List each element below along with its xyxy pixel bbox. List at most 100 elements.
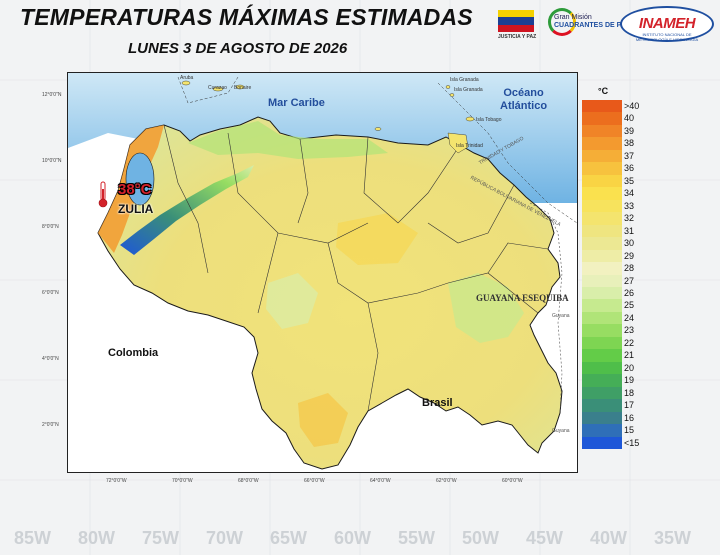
lon-label-72w: 72°0'0"W bbox=[106, 478, 127, 484]
institution-logos: JUSTICIA Y PAZ Gran Misión CUADRANTES DE… bbox=[498, 6, 716, 44]
neighbor-label-guyana-2: Guyana bbox=[552, 428, 570, 434]
island-label-trinidad: Isla Trinidad bbox=[456, 143, 483, 149]
guayana-green-patch bbox=[448, 273, 524, 343]
map-title: TEMPERATURAS MÁXIMAS ESTIMADAS bbox=[20, 4, 473, 30]
inameh-logo-name: INAMEH bbox=[638, 15, 696, 32]
background-axis-label: 55W bbox=[398, 528, 436, 548]
legend-swatch bbox=[582, 124, 622, 138]
sea-label-atlantic: Océano Atlántico bbox=[500, 87, 548, 112]
legend-swatch bbox=[582, 336, 622, 350]
lon-label-60w: 60°0'0"W bbox=[502, 478, 523, 484]
lat-label-8n: 8°0'0"N bbox=[42, 224, 59, 230]
legend-swatch bbox=[582, 149, 622, 163]
map-date-subtitle: LUNES 3 DE AGOSTO DE 2026 bbox=[128, 40, 348, 57]
legend-label: 17 bbox=[624, 400, 635, 411]
background-axis-label: 60W bbox=[334, 528, 372, 548]
island-label-bonaire: Bonaire bbox=[234, 85, 252, 91]
legend-label: 39 bbox=[624, 125, 635, 136]
lat-label-6n: 6°0'0"N bbox=[42, 290, 59, 296]
lat-label-12n: 12°0'0"N bbox=[42, 92, 62, 98]
legend-label: 24 bbox=[624, 312, 635, 323]
lat-label-10n: 10°0'0"N bbox=[42, 158, 62, 164]
legend-label: 18 bbox=[624, 387, 635, 398]
legend-swatch bbox=[582, 349, 622, 363]
legend-swatch bbox=[582, 137, 622, 151]
background-axis-label: 35W bbox=[654, 528, 692, 548]
legend-swatch bbox=[582, 374, 622, 388]
legend-swatch bbox=[582, 311, 622, 325]
island-label-granada-2: Isla Granada bbox=[454, 87, 483, 93]
background-axis-label: 80W bbox=[78, 528, 116, 548]
legend-label: 32 bbox=[624, 213, 635, 224]
legend-unit: °C bbox=[598, 86, 609, 96]
legend-swatch bbox=[582, 274, 622, 288]
legend-swatch bbox=[582, 286, 622, 300]
legend-label: 26 bbox=[624, 287, 635, 298]
legend-swatch bbox=[582, 199, 622, 213]
legend-label: 31 bbox=[624, 225, 635, 236]
inameh-logo: INAMEH INSTITUTO NACIONAL DE METEOROLOGÍ… bbox=[620, 6, 714, 42]
country-label-colombia: Colombia bbox=[108, 347, 159, 359]
amazonas-green-patch bbox=[266, 273, 318, 329]
lat-label-4n: 4°0'0"N bbox=[42, 356, 59, 362]
lon-label-64w: 64°0'0"W bbox=[370, 478, 391, 484]
legend-label: 30 bbox=[624, 238, 635, 249]
legend-label: 34 bbox=[624, 188, 635, 199]
max-temperature-state: ZULIA bbox=[118, 202, 154, 216]
legend-swatch bbox=[582, 112, 622, 126]
region-label-guayana-esequiba: GUAYANA ESEQUIBA bbox=[476, 293, 569, 303]
legend-label: 16 bbox=[624, 412, 635, 423]
legend-label: 40 bbox=[624, 113, 635, 124]
legend-swatch bbox=[582, 424, 622, 438]
legend-swatch bbox=[582, 361, 622, 375]
legend-label: >40 bbox=[624, 101, 640, 111]
legend-label: 36 bbox=[624, 163, 635, 174]
sea-label-caribbean: Mar Caribe bbox=[268, 97, 325, 109]
legend-label: 23 bbox=[624, 325, 635, 336]
legend-label: 29 bbox=[624, 250, 635, 261]
legend-swatch bbox=[582, 162, 622, 176]
legend-label: 15 bbox=[624, 425, 635, 436]
gran-mision-line1: Gran Misión bbox=[554, 14, 592, 21]
country-label-brasil: Brasil bbox=[422, 397, 453, 409]
legend-swatch bbox=[582, 386, 622, 400]
lake-maracaibo bbox=[125, 152, 155, 206]
gran-mision-logo: Gran Misión CUADRANTES DE PAZ bbox=[546, 8, 630, 40]
background-axis-label: 70W bbox=[206, 528, 244, 548]
lon-label-62w: 62°0'0"W bbox=[436, 478, 457, 484]
orange-patch-south bbox=[298, 393, 348, 447]
island-label-curazao: Curazao bbox=[208, 85, 227, 91]
thermometer-icon bbox=[98, 181, 108, 208]
maritime-limits bbox=[177, 76, 577, 224]
lon-label-70w: 70°0'0"W bbox=[172, 478, 193, 484]
background-axis-label: 40W bbox=[590, 528, 628, 548]
legend-label: 28 bbox=[624, 263, 635, 274]
state-borders bbox=[163, 124, 549, 412]
legend-label: 35 bbox=[624, 175, 635, 186]
legend-label: 19 bbox=[624, 375, 635, 386]
legend-label: 20 bbox=[624, 362, 635, 373]
background-axis-label: 85W bbox=[14, 528, 52, 548]
flag-caption: JUSTICIA Y PAZ bbox=[498, 34, 537, 40]
lon-label-68w: 68°0'0"W bbox=[238, 478, 259, 484]
background-axis-label: 45W bbox=[526, 528, 564, 548]
legend-swatch bbox=[582, 324, 622, 338]
legend-swatch bbox=[582, 262, 622, 275]
legend-swatch bbox=[582, 174, 622, 188]
gran-mision-line2: CUADRANTES DE PAZ bbox=[554, 22, 631, 29]
legend-swatch bbox=[582, 237, 622, 251]
legend-label: 27 bbox=[624, 275, 635, 286]
lat-label-2n: 2°0'0"N bbox=[42, 422, 59, 428]
legend-label: 37 bbox=[624, 150, 635, 161]
coastal-green-band bbox=[188, 121, 388, 159]
island-label-tobago: Isla Tobago bbox=[476, 117, 502, 123]
background-axis-label: 50W bbox=[462, 528, 500, 548]
legend-swatch bbox=[582, 212, 622, 226]
background-axis-label: 75W bbox=[142, 528, 180, 548]
legend-swatch bbox=[582, 187, 622, 201]
legend-swatch bbox=[582, 249, 622, 263]
legend-label: 25 bbox=[624, 300, 635, 311]
temperature-legend bbox=[582, 100, 622, 450]
legend-label: 33 bbox=[624, 200, 635, 211]
legend-swatch bbox=[582, 436, 622, 450]
